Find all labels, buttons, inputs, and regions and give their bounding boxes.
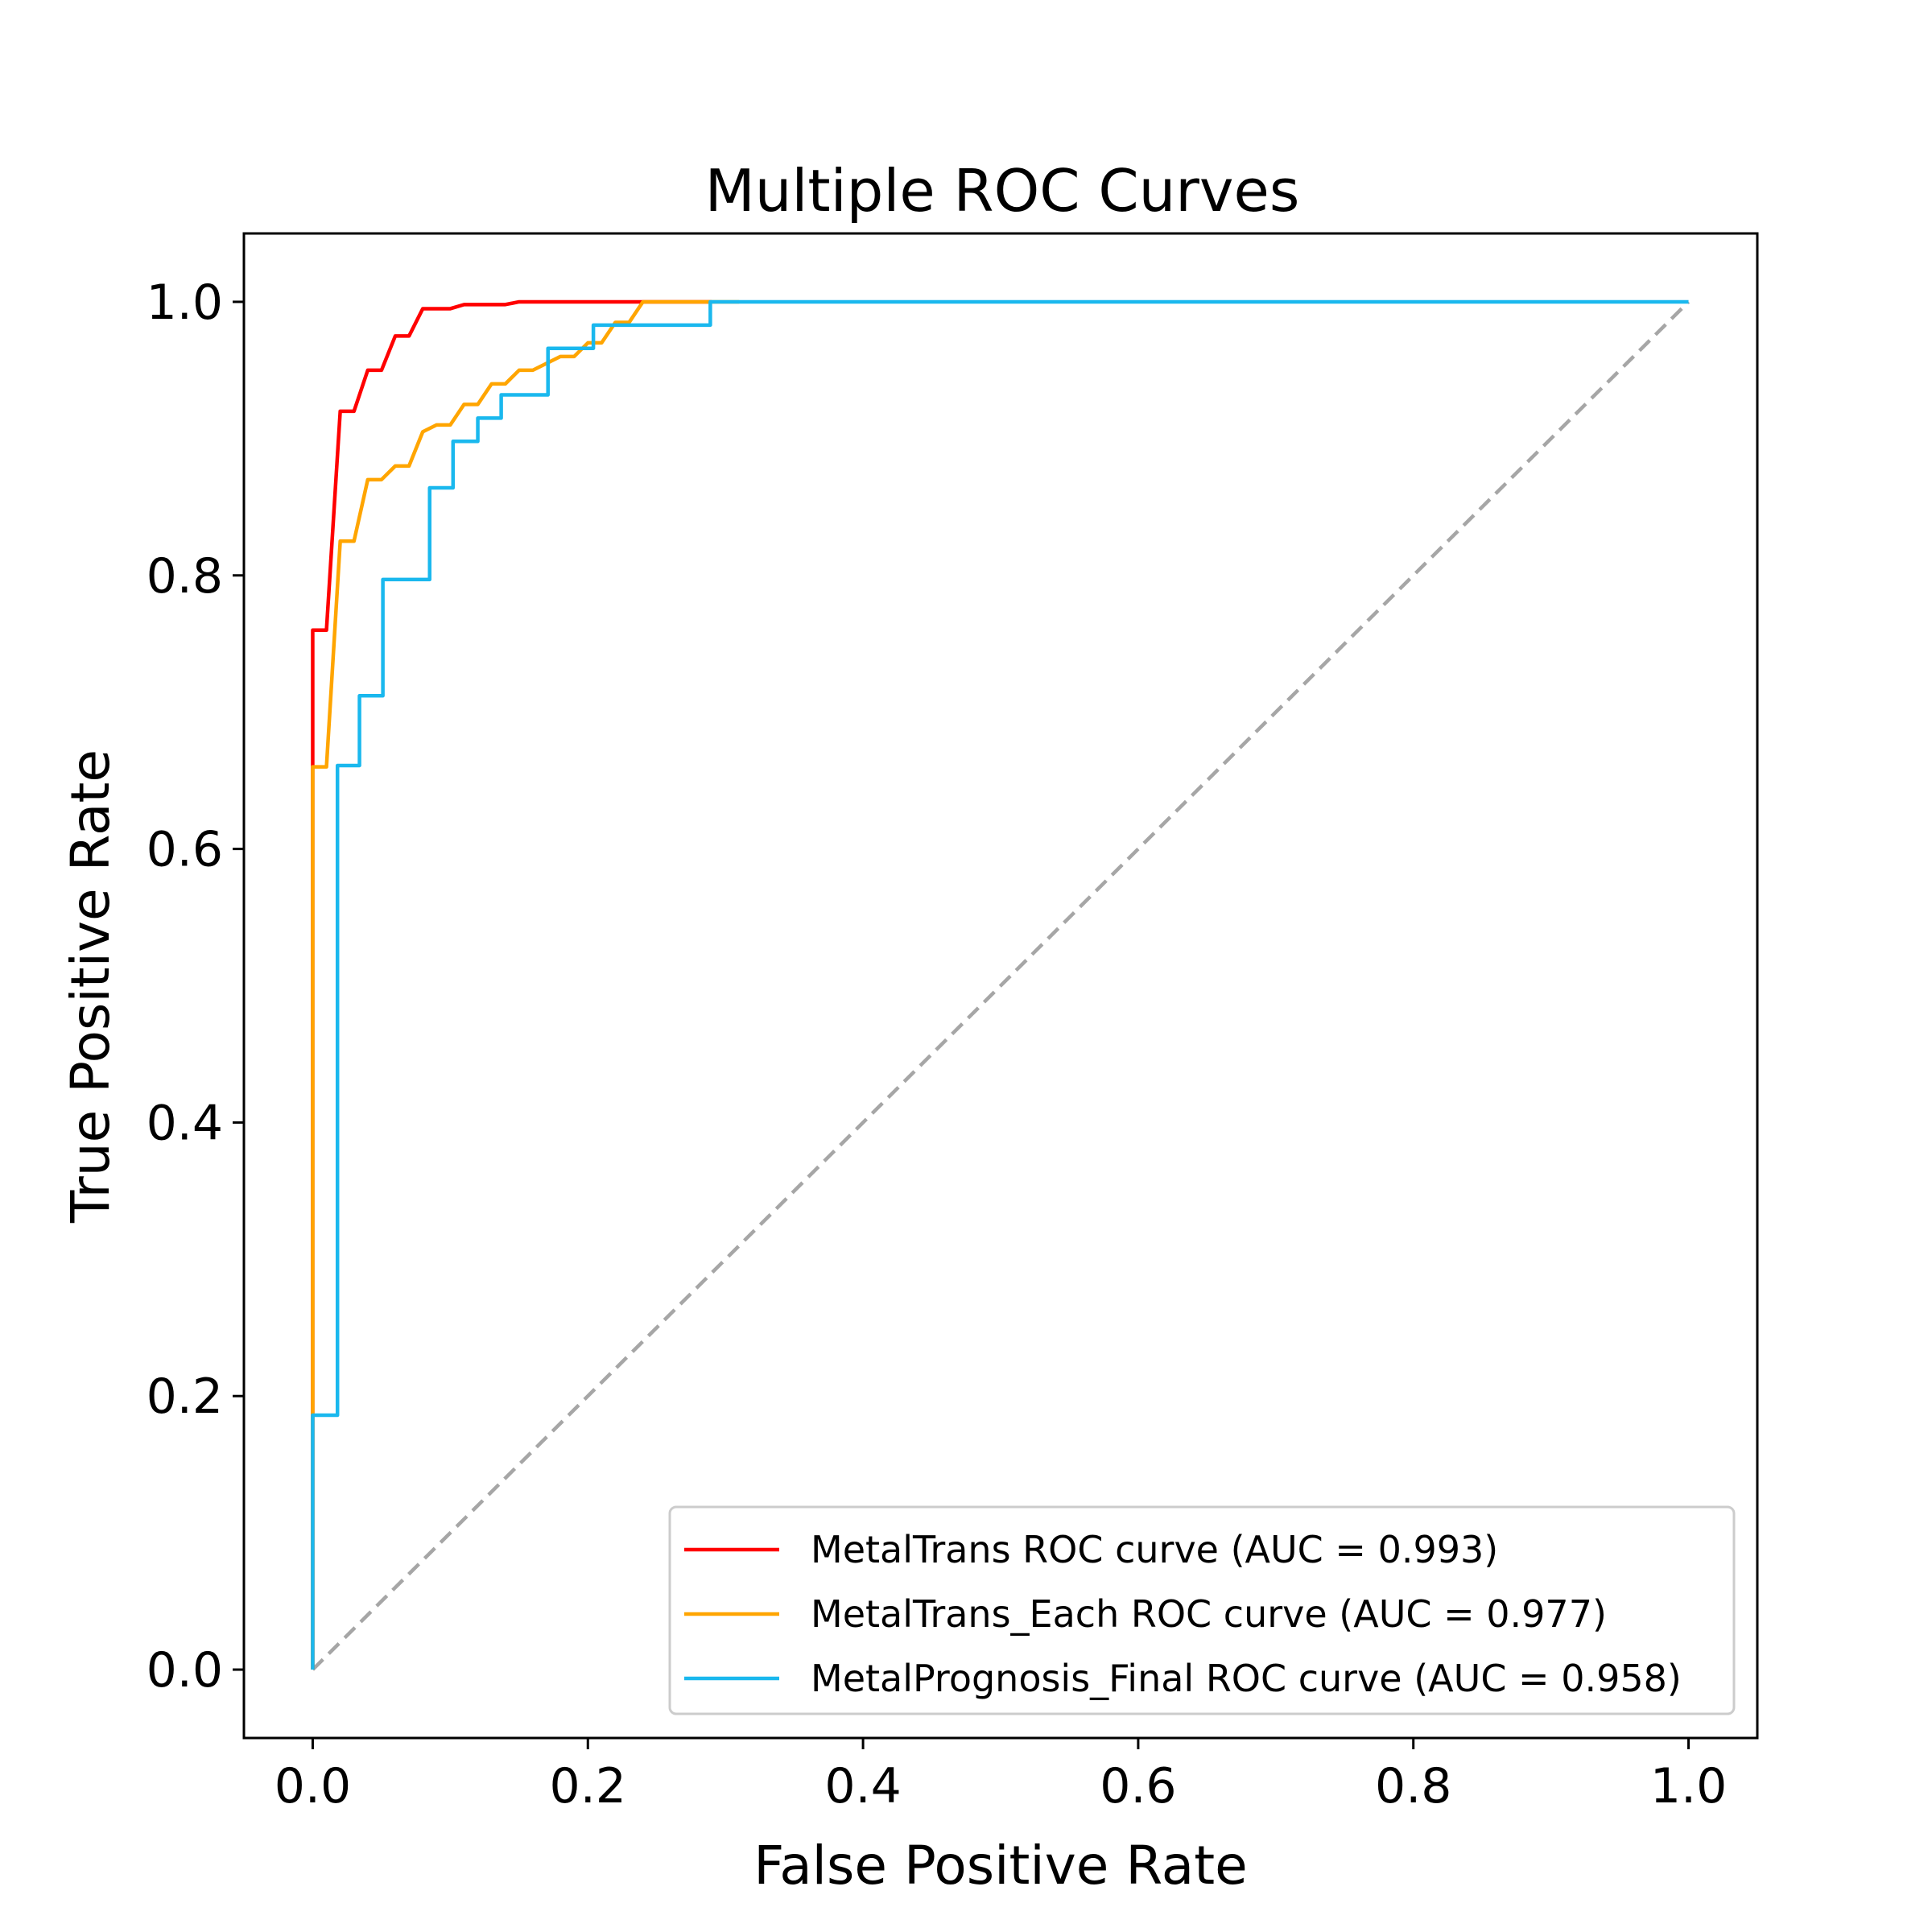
y-tick-label: 0.8 <box>147 548 223 605</box>
legend-label-1: MetalTrans ROC curve (AUC = 0.993) <box>811 1528 1498 1571</box>
chart-title: Multiple ROC Curves <box>705 157 1300 225</box>
diagonal-reference-line <box>311 300 1690 1671</box>
legend: MetalTrans ROC curve (AUC = 0.993) MetalT… <box>668 1505 1736 1715</box>
y-axis-label: True Positive Rate <box>60 749 122 1224</box>
x-tick-label: 0.0 <box>275 1758 351 1814</box>
legend-box <box>668 1505 1736 1715</box>
series-line-3 <box>311 299 1689 1670</box>
x-axis-label: False Positive Rate <box>753 1835 1247 1897</box>
y-tick-label: 0.4 <box>147 1095 223 1151</box>
series-line-2 <box>311 299 740 1670</box>
y-tick-label: 0.2 <box>147 1368 223 1425</box>
series-line-1 <box>311 299 712 1670</box>
x-tick-label: 0.8 <box>1375 1758 1451 1814</box>
y-tick-label: 0.6 <box>147 822 223 878</box>
plot-frame <box>242 232 1759 1740</box>
x-tick-label: 0.4 <box>824 1758 901 1814</box>
legend-label-3: MetalPrognosis_Final ROC curve (AUC = 0.… <box>811 1657 1682 1700</box>
y-tick-label: 1.0 <box>147 275 223 331</box>
y-tick-label: 0.0 <box>147 1642 223 1699</box>
legend-label-2: MetalTrans_Each ROC curve (AUC = 0.977) <box>811 1592 1607 1636</box>
x-tick-label: 0.2 <box>550 1758 626 1814</box>
x-tick-label: 0.6 <box>1100 1758 1176 1814</box>
x-tick-label: 1.0 <box>1650 1758 1727 1814</box>
